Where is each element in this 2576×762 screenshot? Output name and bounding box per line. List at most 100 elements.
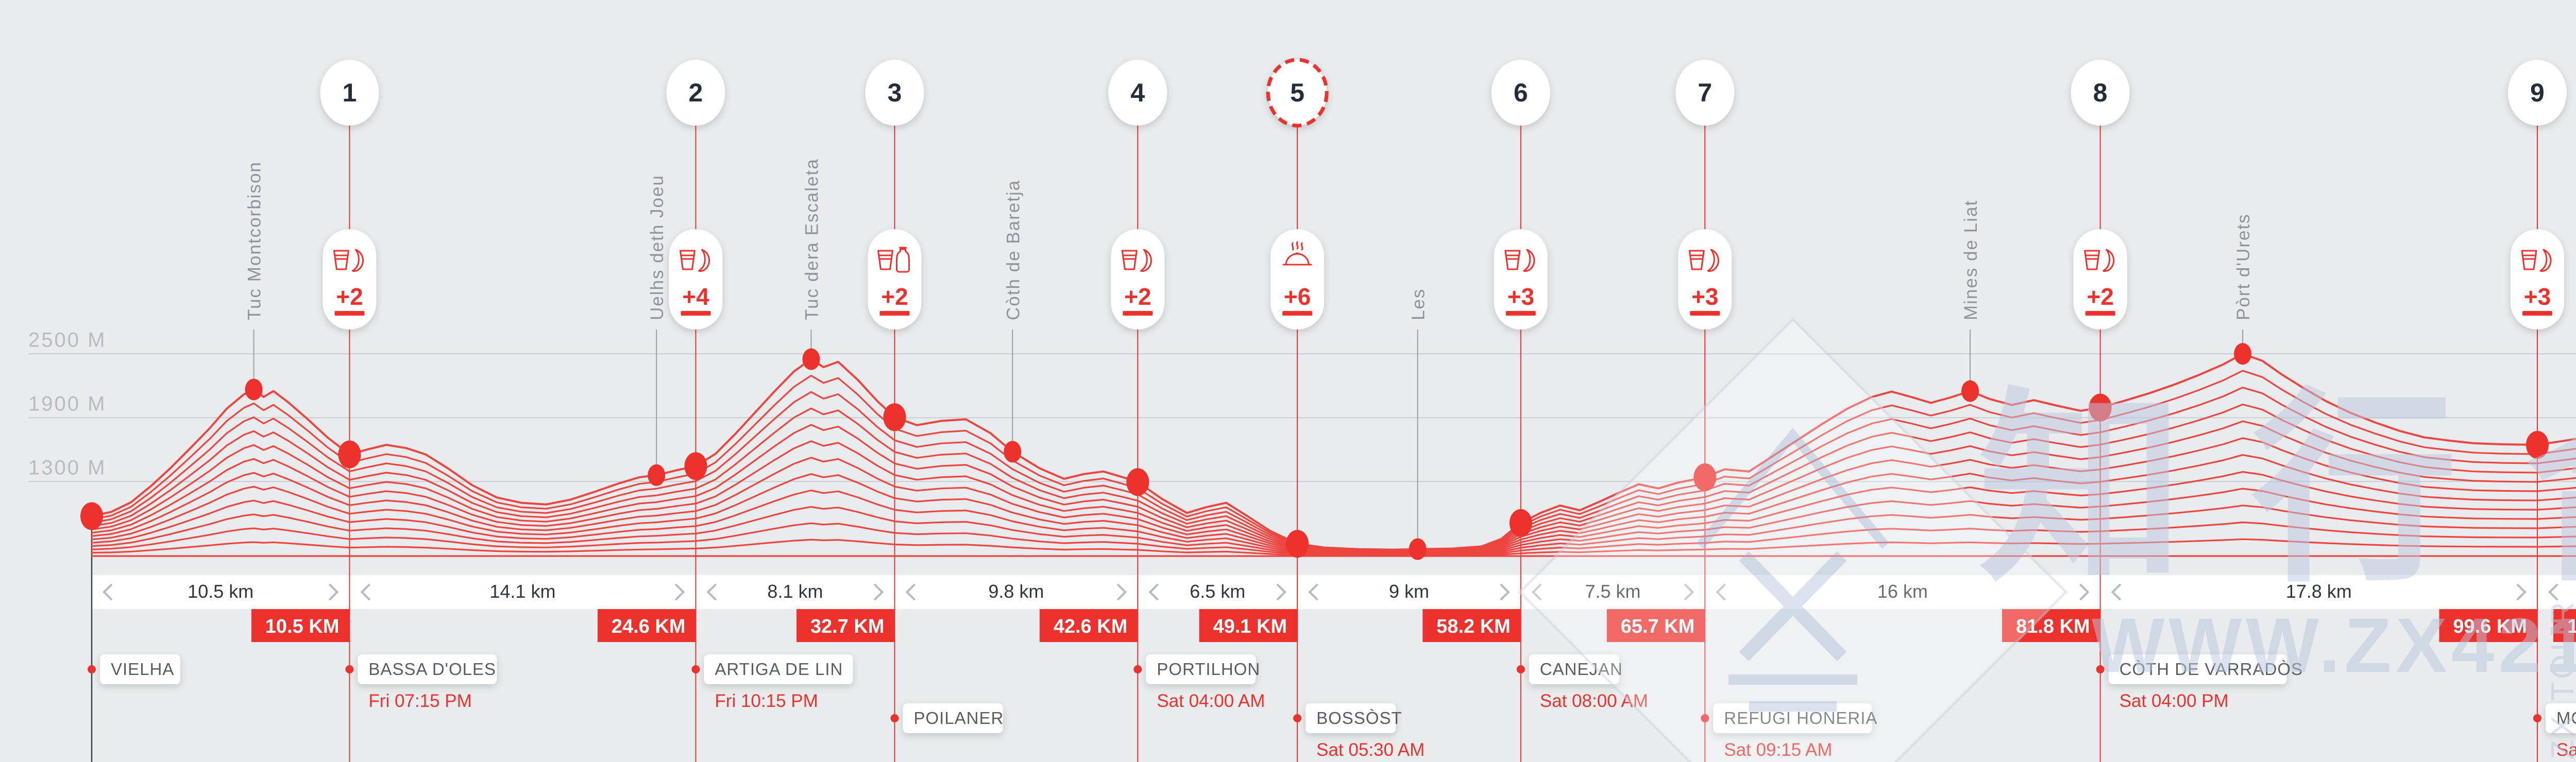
chevron-left-icon[interactable] <box>103 584 112 600</box>
cutoff-time-label: Sat 05:30 AM <box>1316 740 1425 760</box>
place-label: MONTGARRI <box>2556 708 2576 728</box>
banana-icon <box>2103 249 2115 272</box>
km-badge <box>1039 609 1138 642</box>
aid-capacity-underline <box>1282 311 1313 316</box>
cup-icon <box>1504 250 1521 270</box>
checkpoint-circle[interactable] <box>320 60 379 126</box>
checkpoint-circle[interactable] <box>1266 58 1329 128</box>
km-badge <box>2439 609 2537 642</box>
place-label: BASSA D'OLES <box>368 660 496 679</box>
place-label-box[interactable] <box>358 654 497 684</box>
aid-station-pill[interactable] <box>1678 229 1732 330</box>
aid-station-pill[interactable] <box>669 229 723 330</box>
checkpoint-circle[interactable] <box>2507 60 2567 126</box>
chevron-right-icon[interactable] <box>1500 584 1510 600</box>
place-label-box[interactable] <box>2108 654 2287 684</box>
checkpoint-circle[interactable] <box>1491 60 1550 126</box>
chevron-right-icon[interactable] <box>1277 584 1286 600</box>
cup-icon <box>877 250 893 270</box>
checkpoint-circle[interactable] <box>2071 60 2130 126</box>
aid-capacity-label: +2 <box>1124 283 1151 310</box>
place-label-box[interactable] <box>2545 703 2576 733</box>
cup-icon <box>1688 250 1705 270</box>
place-label-box[interactable] <box>704 654 853 684</box>
aid-capacity-underline <box>2522 311 2552 316</box>
chevron-left-icon[interactable] <box>706 584 717 600</box>
mountain-label: Tuc Montcorbison <box>245 161 265 320</box>
cup-icon <box>333 250 349 270</box>
checkpoint-number: 8 <box>2093 78 2108 107</box>
aid-station-pill[interactable] <box>2073 229 2127 330</box>
chevron-right-icon[interactable] <box>874 584 884 600</box>
checkpoint-circle[interactable] <box>865 60 924 126</box>
segment-distance-label: 8.1 km <box>767 581 823 602</box>
checkpoint-circle[interactable] <box>1108 60 1167 126</box>
mountain-label: Tuc dera Escaleta <box>802 158 822 320</box>
checkpoint-elevation-dot <box>80 502 103 530</box>
place-label-box[interactable] <box>903 703 1003 733</box>
label-anchor-dot <box>1293 714 1302 722</box>
label-anchor-dot <box>2533 714 2541 722</box>
chevron-right-icon[interactable] <box>2079 584 2090 600</box>
km-badge <box>1422 609 1521 642</box>
mountain-summit-dot <box>1409 538 1427 560</box>
chevron-left-icon[interactable] <box>2548 584 2558 600</box>
chevron-left-icon[interactable] <box>905 584 916 600</box>
checkpoint-elevation-dot <box>883 403 906 431</box>
aid-capacity-label: +3 <box>1691 283 1718 310</box>
aid-station-icons <box>333 249 364 272</box>
aid-capacity-underline <box>1690 311 1720 316</box>
chevron-right-icon[interactable] <box>329 584 339 600</box>
cutoff-time-label: Sat 04:00 AM <box>1157 691 1265 711</box>
km-badge <box>1199 609 1298 642</box>
aid-capacity-label: +3 <box>2524 283 2551 310</box>
checkpoint-elevation-dot <box>684 452 707 480</box>
banana-icon <box>1523 249 1535 272</box>
place-label-box[interactable] <box>100 654 180 684</box>
aid-station-pill[interactable] <box>1494 229 1548 330</box>
aid-capacity-label: +2 <box>881 283 908 310</box>
place-label: BOSSÒST <box>1316 708 1402 728</box>
chevron-right-icon[interactable] <box>1117 584 1127 600</box>
place-label-box[interactable] <box>1306 703 1396 733</box>
km-badge-label: 10.5 KM <box>265 616 340 637</box>
chevron-right-icon[interactable] <box>675 584 685 600</box>
aid-station-pill[interactable] <box>2510 229 2564 330</box>
chevron-left-icon[interactable] <box>360 584 370 600</box>
cutoff-time-label: Fri 07:15 PM <box>368 691 471 711</box>
aid-station-icons <box>1282 241 1312 266</box>
km-badge-label: 49.1 KM <box>1213 616 1287 637</box>
segment-distance-label: 10.5 km <box>188 581 253 602</box>
checkpoint-number: 6 <box>1514 78 1528 107</box>
aid-station-icons <box>1688 249 1719 272</box>
checkpoint-circle[interactable] <box>666 60 725 126</box>
checkpoint-elevation-dot <box>2526 430 2549 459</box>
bottle-icon <box>895 247 910 273</box>
chevron-left-icon[interactable] <box>2111 584 2121 600</box>
banana-icon <box>1707 249 1719 272</box>
segment-bar <box>92 575 2576 609</box>
aid-capacity-underline <box>334 311 365 316</box>
place-label-box[interactable] <box>1146 654 1256 684</box>
chevron-left-icon[interactable] <box>1308 584 1318 600</box>
km-badge-label: 99.6 KM <box>2453 616 2527 637</box>
chevron-right-icon[interactable] <box>2516 584 2527 600</box>
checkpoint-circle[interactable] <box>1675 60 1735 126</box>
km-badge <box>796 609 895 642</box>
km-badge-label: 32.7 KM <box>810 616 885 637</box>
aid-station-pill[interactable] <box>1111 229 1165 330</box>
segment-distance-label: 6.5 km <box>1190 581 1245 602</box>
cutoff-time-label: Fri 10:15 PM <box>715 691 818 711</box>
label-anchor-dot <box>1133 665 1142 673</box>
banana-icon <box>1140 249 1152 272</box>
chevron-left-icon[interactable] <box>1148 584 1159 600</box>
aid-station-pill[interactable] <box>1270 229 1325 330</box>
aid-station-icons <box>2084 249 2115 272</box>
aid-station-pill[interactable] <box>323 229 377 330</box>
y-axis-tick-label: 1300 M <box>28 456 106 479</box>
label-anchor-dot <box>691 665 700 673</box>
aid-capacity-underline <box>2085 311 2115 316</box>
mountain-summit-dot <box>1004 441 1022 463</box>
aid-station-icons <box>679 249 710 272</box>
